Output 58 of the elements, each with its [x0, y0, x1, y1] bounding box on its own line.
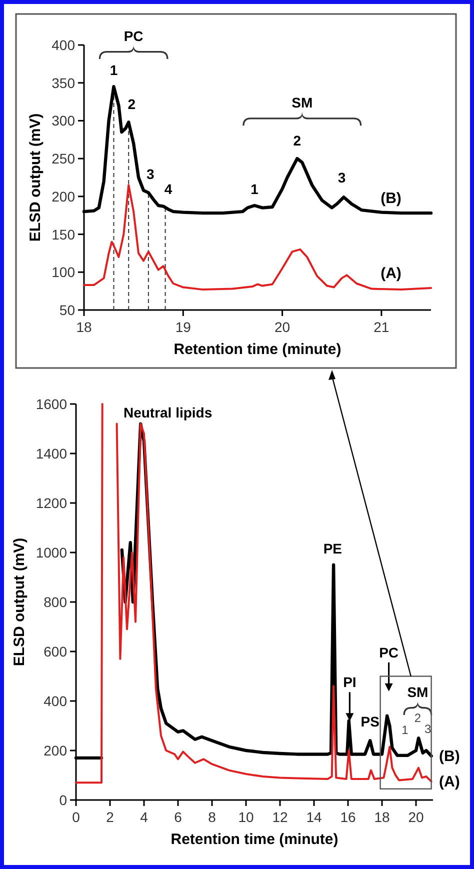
y-tick-label: 200 [44, 742, 68, 758]
annotation: SM [407, 684, 428, 700]
y-tick-label: 1200 [36, 495, 68, 511]
annotation: 2 [414, 710, 422, 725]
annotation: 1 [402, 723, 409, 738]
x-tick-label: 16 [340, 809, 356, 825]
y-tick-label: 400 [44, 693, 68, 709]
series-label: (B) [380, 190, 402, 208]
series-label: (B) [439, 748, 460, 765]
annotation: 2 [293, 132, 302, 148]
x-tick-label: 4 [140, 809, 148, 825]
y-tick-label: 600 [44, 644, 68, 660]
x-axis-title: Retention time (minute) [170, 831, 338, 848]
text: PC [124, 28, 144, 44]
y-tick-label: 150 [52, 226, 76, 242]
x-tick-label: 12 [272, 809, 288, 825]
x-tick-label: 10 [238, 809, 254, 825]
x-tick-label: 20 [274, 319, 290, 335]
y-tick-label: 100 [52, 264, 76, 280]
annotation: 3 [338, 170, 346, 186]
series-label: (A) [380, 265, 402, 282]
y-axis-title: ELSD output (mV) [11, 538, 28, 666]
y-tick-label: 350 [52, 74, 76, 91]
annotation: Neutral lipids [123, 404, 212, 420]
annotation: 1 [110, 62, 118, 78]
x-tick-label: 6 [174, 809, 182, 825]
annotation: SM [292, 94, 313, 111]
annotation: 1 [250, 180, 259, 197]
x-tick-label: 18 [76, 319, 92, 335]
x-tick-label: 19 [175, 319, 192, 335]
x-tick-label: 2 [106, 809, 114, 825]
x-axis-title: Retention time (minute) [174, 341, 342, 358]
annotation: PC [379, 644, 399, 660]
annotation: 2 [128, 96, 136, 112]
x-tick-label: 14 [306, 809, 322, 825]
y-tick-label: 800 [44, 594, 68, 610]
annotation: PI [343, 674, 356, 690]
y-tick-label: 200 [52, 188, 76, 204]
x-tick-label: 21 [374, 319, 390, 335]
annotation: 3 [424, 722, 432, 736]
y-tick-label: 0 [59, 792, 68, 808]
y-tick-label: 1600 [36, 396, 68, 412]
y-tick-label: 250 [52, 150, 76, 167]
x-tick-label: 20 [408, 809, 424, 825]
y-axis-title: ELSD output (mV) [27, 113, 44, 242]
annotation: 3 [146, 166, 155, 182]
y-tick-label: 50 [59, 302, 76, 318]
y-tick-label: 300 [52, 112, 76, 129]
x-tick-label: 18 [374, 809, 390, 825]
y-tick-label: 1000 [36, 544, 68, 560]
line-series [83, 184, 432, 291]
annotation: PS [360, 714, 380, 730]
y-tick-label: 1400 [36, 446, 68, 462]
annotation: 4 [164, 180, 172, 197]
annotation: PE [323, 540, 342, 556]
series-label: (A) [439, 773, 460, 790]
y-tick-label: 400 [52, 37, 76, 53]
x-tick-label: 8 [208, 809, 216, 825]
